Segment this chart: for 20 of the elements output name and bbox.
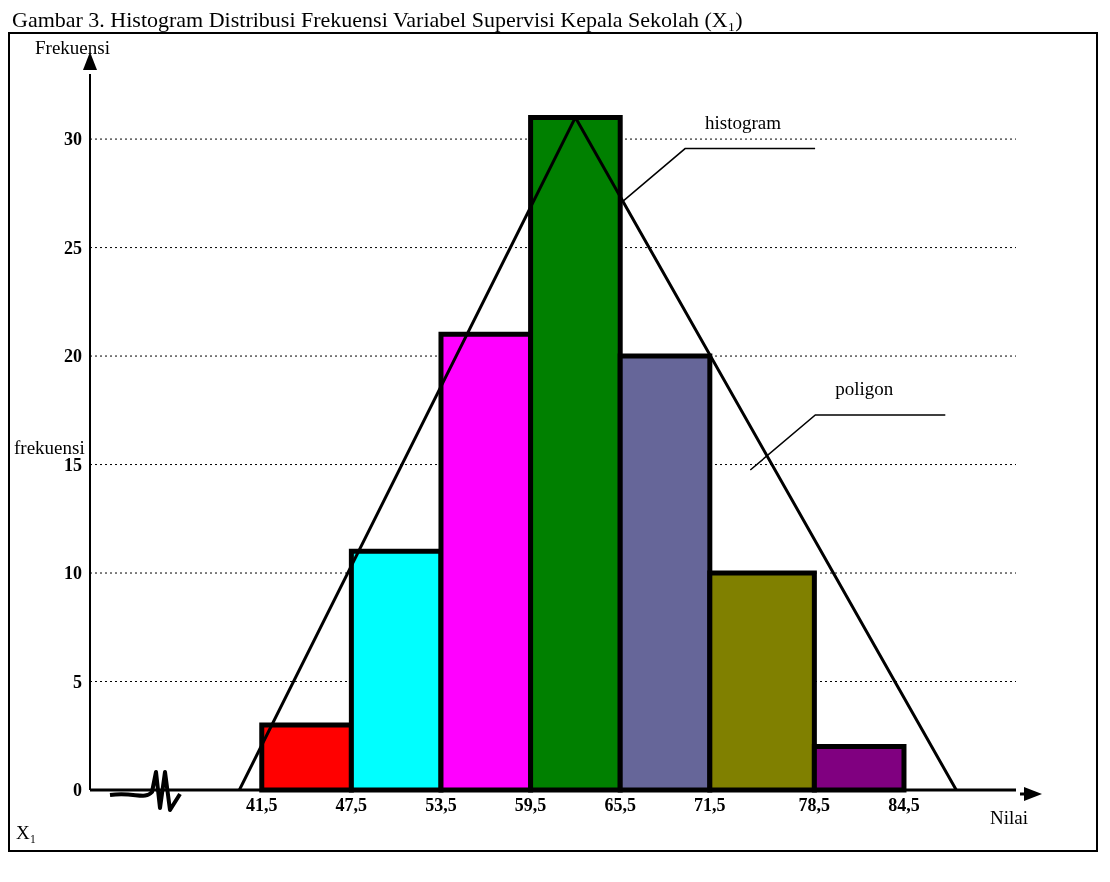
chart-title: Gambar 3. Histogram Distribusi Frekuensi Variabel Supervisi Kepala Sekolah (X₁) xyxy=(11,7,744,32)
annotation: poligon xyxy=(835,378,894,399)
x-tick-label: 84,5 xyxy=(888,794,920,815)
y-tick-label: 0 xyxy=(73,780,82,801)
y-tick-label: 5 xyxy=(73,671,82,692)
y-tick-label: 25 xyxy=(64,237,82,258)
text: X₁ xyxy=(16,822,37,843)
y-tick-label: 20 xyxy=(64,346,82,367)
x-tick-label: 41,5 xyxy=(246,794,278,815)
x-tick-label: 53,5 xyxy=(425,794,457,815)
x-tick-label: 65,5 xyxy=(604,794,636,815)
x-tick-label: 78,5 xyxy=(798,794,831,815)
y-tick-label: 10 xyxy=(64,563,82,584)
x-tick-label: 59,5 xyxy=(514,794,547,815)
text: Frekuensi xyxy=(35,37,110,58)
x-tick-label: 71,5 xyxy=(694,794,726,815)
y-tick-label: 30 xyxy=(64,129,82,150)
annotation: histogram xyxy=(705,111,782,133)
x-axis-title: Nilai xyxy=(990,807,1028,828)
x-tick-label: 47,5 xyxy=(335,794,368,815)
